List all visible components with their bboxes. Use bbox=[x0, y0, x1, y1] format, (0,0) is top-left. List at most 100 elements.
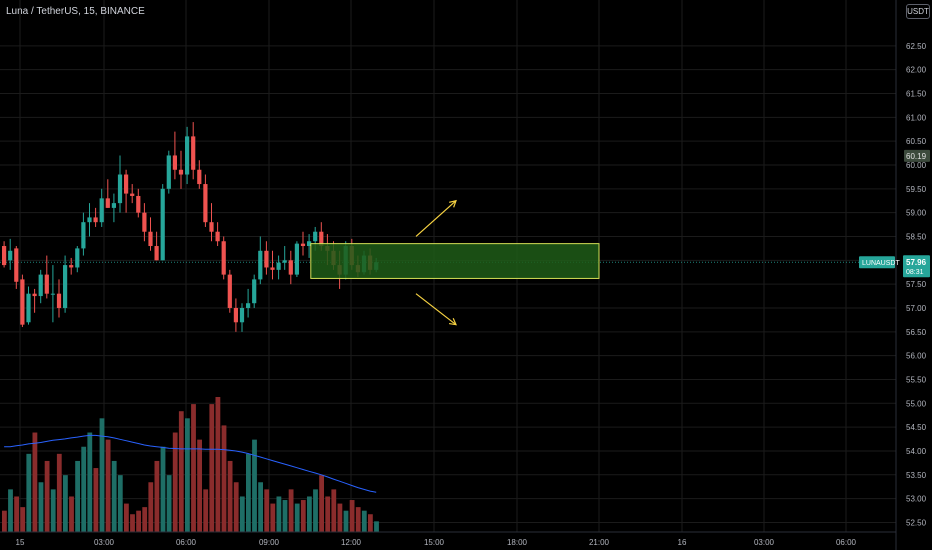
candle bbox=[154, 231, 159, 261]
candle-body bbox=[32, 293, 37, 297]
candle bbox=[276, 255, 281, 280]
volume-bar bbox=[331, 489, 337, 532]
candle-body bbox=[178, 169, 184, 175]
candle-body bbox=[300, 243, 306, 247]
volume-bar bbox=[246, 453, 251, 532]
price-tick-label: 56.00 bbox=[906, 352, 927, 361]
consolidation-zone[interactable] bbox=[310, 243, 600, 279]
price-tick-label: 54.00 bbox=[906, 447, 927, 456]
volume-bars bbox=[2, 397, 379, 532]
candle-body bbox=[69, 265, 74, 268]
volume-bar bbox=[130, 514, 135, 532]
candle-body bbox=[191, 136, 196, 170]
candle bbox=[270, 250, 275, 280]
candle bbox=[191, 122, 196, 180]
volume-bar bbox=[258, 482, 263, 532]
candle-body bbox=[172, 155, 177, 170]
candle bbox=[209, 203, 214, 242]
volume-bar bbox=[282, 500, 288, 532]
candle-body bbox=[93, 217, 98, 223]
currency-badge[interactable]: USDT bbox=[906, 4, 930, 19]
candle-body bbox=[111, 203, 116, 208]
candle bbox=[87, 203, 92, 237]
symbol-label-bg bbox=[859, 256, 895, 269]
candle-body bbox=[14, 248, 19, 282]
candle-body bbox=[81, 222, 86, 249]
candle bbox=[239, 303, 245, 332]
candle bbox=[252, 274, 257, 308]
candle bbox=[148, 217, 153, 251]
candle-body bbox=[136, 195, 141, 213]
volume-bar bbox=[313, 489, 318, 532]
time-tick-label: 06:00 bbox=[176, 538, 197, 547]
candle-body bbox=[124, 174, 129, 194]
volume-bar bbox=[209, 404, 215, 532]
price-tick-label: 62.50 bbox=[906, 42, 927, 51]
candle bbox=[178, 150, 184, 189]
volume-bar bbox=[294, 503, 300, 532]
time-tick-label: 03:00 bbox=[94, 538, 115, 547]
volume-bar bbox=[264, 489, 270, 532]
candle bbox=[56, 279, 62, 318]
candle-body bbox=[26, 293, 31, 323]
candle-body bbox=[307, 241, 312, 247]
volume-bar bbox=[203, 489, 209, 532]
price-tick-label: 57.00 bbox=[906, 304, 927, 313]
time-axis[interactable]: 15 03:00 06:00 09:00 12:00 15:00 18:00 21:00 16 0… bbox=[0, 531, 896, 547]
price-tick-label: 60.50 bbox=[906, 137, 927, 146]
candles bbox=[2, 122, 379, 332]
price-tick-label: 55.00 bbox=[906, 399, 927, 408]
volume-bar bbox=[81, 446, 87, 532]
breakout-arrows[interactable] bbox=[415, 199, 457, 326]
volume-bar bbox=[191, 404, 196, 532]
volume-bar bbox=[69, 496, 74, 532]
volume-bar bbox=[38, 482, 44, 532]
volume-bar bbox=[148, 482, 154, 532]
time-tick-label: 15 bbox=[16, 538, 25, 547]
volume-bar bbox=[374, 521, 379, 532]
candle-body bbox=[246, 303, 251, 308]
candle-body bbox=[44, 274, 49, 294]
price-tick-label: 52.50 bbox=[906, 518, 927, 527]
candle-body bbox=[270, 267, 275, 270]
volume-bar bbox=[300, 500, 306, 532]
candle-body bbox=[154, 246, 159, 261]
price-tick-label: 53.50 bbox=[906, 471, 927, 480]
volume-bar bbox=[233, 482, 239, 532]
candle-body bbox=[20, 279, 25, 325]
candle bbox=[172, 131, 177, 180]
volume-bar bbox=[26, 453, 32, 532]
candle bbox=[221, 236, 226, 280]
volume-bar bbox=[215, 397, 221, 532]
volume-bar bbox=[172, 432, 178, 532]
arrow-head bbox=[448, 318, 457, 326]
candle-body bbox=[117, 174, 123, 204]
marker-price-label: 60.19 bbox=[906, 152, 927, 161]
candle-body bbox=[56, 293, 62, 308]
candle bbox=[50, 265, 55, 323]
candle-body bbox=[258, 250, 263, 280]
candle bbox=[111, 193, 116, 223]
candle bbox=[288, 250, 293, 285]
volume-bar bbox=[288, 489, 294, 532]
candle bbox=[32, 288, 37, 313]
candle-body bbox=[203, 184, 208, 223]
price-tick-label: 54.50 bbox=[906, 423, 927, 432]
last-price-label: 57.96 bbox=[906, 258, 927, 267]
time-tick-label: 21:00 bbox=[589, 538, 610, 547]
volume-bar bbox=[111, 460, 117, 532]
price-tick-label: 61.00 bbox=[906, 113, 927, 122]
candle bbox=[233, 298, 238, 332]
candle bbox=[215, 222, 220, 247]
volume-bar bbox=[319, 475, 324, 532]
candle bbox=[99, 188, 104, 227]
arrow-up bbox=[415, 199, 457, 237]
price-tick-label: 53.00 bbox=[906, 495, 927, 504]
arrow-head bbox=[449, 199, 457, 208]
candle bbox=[117, 155, 123, 213]
price-axis[interactable]: 62.50 62.00 61.50 61.00 60.50 60.00 59.50 59.00… bbox=[895, 0, 927, 550]
candle-body bbox=[252, 279, 257, 304]
candle bbox=[124, 169, 129, 213]
zone-rectangle bbox=[310, 243, 600, 279]
